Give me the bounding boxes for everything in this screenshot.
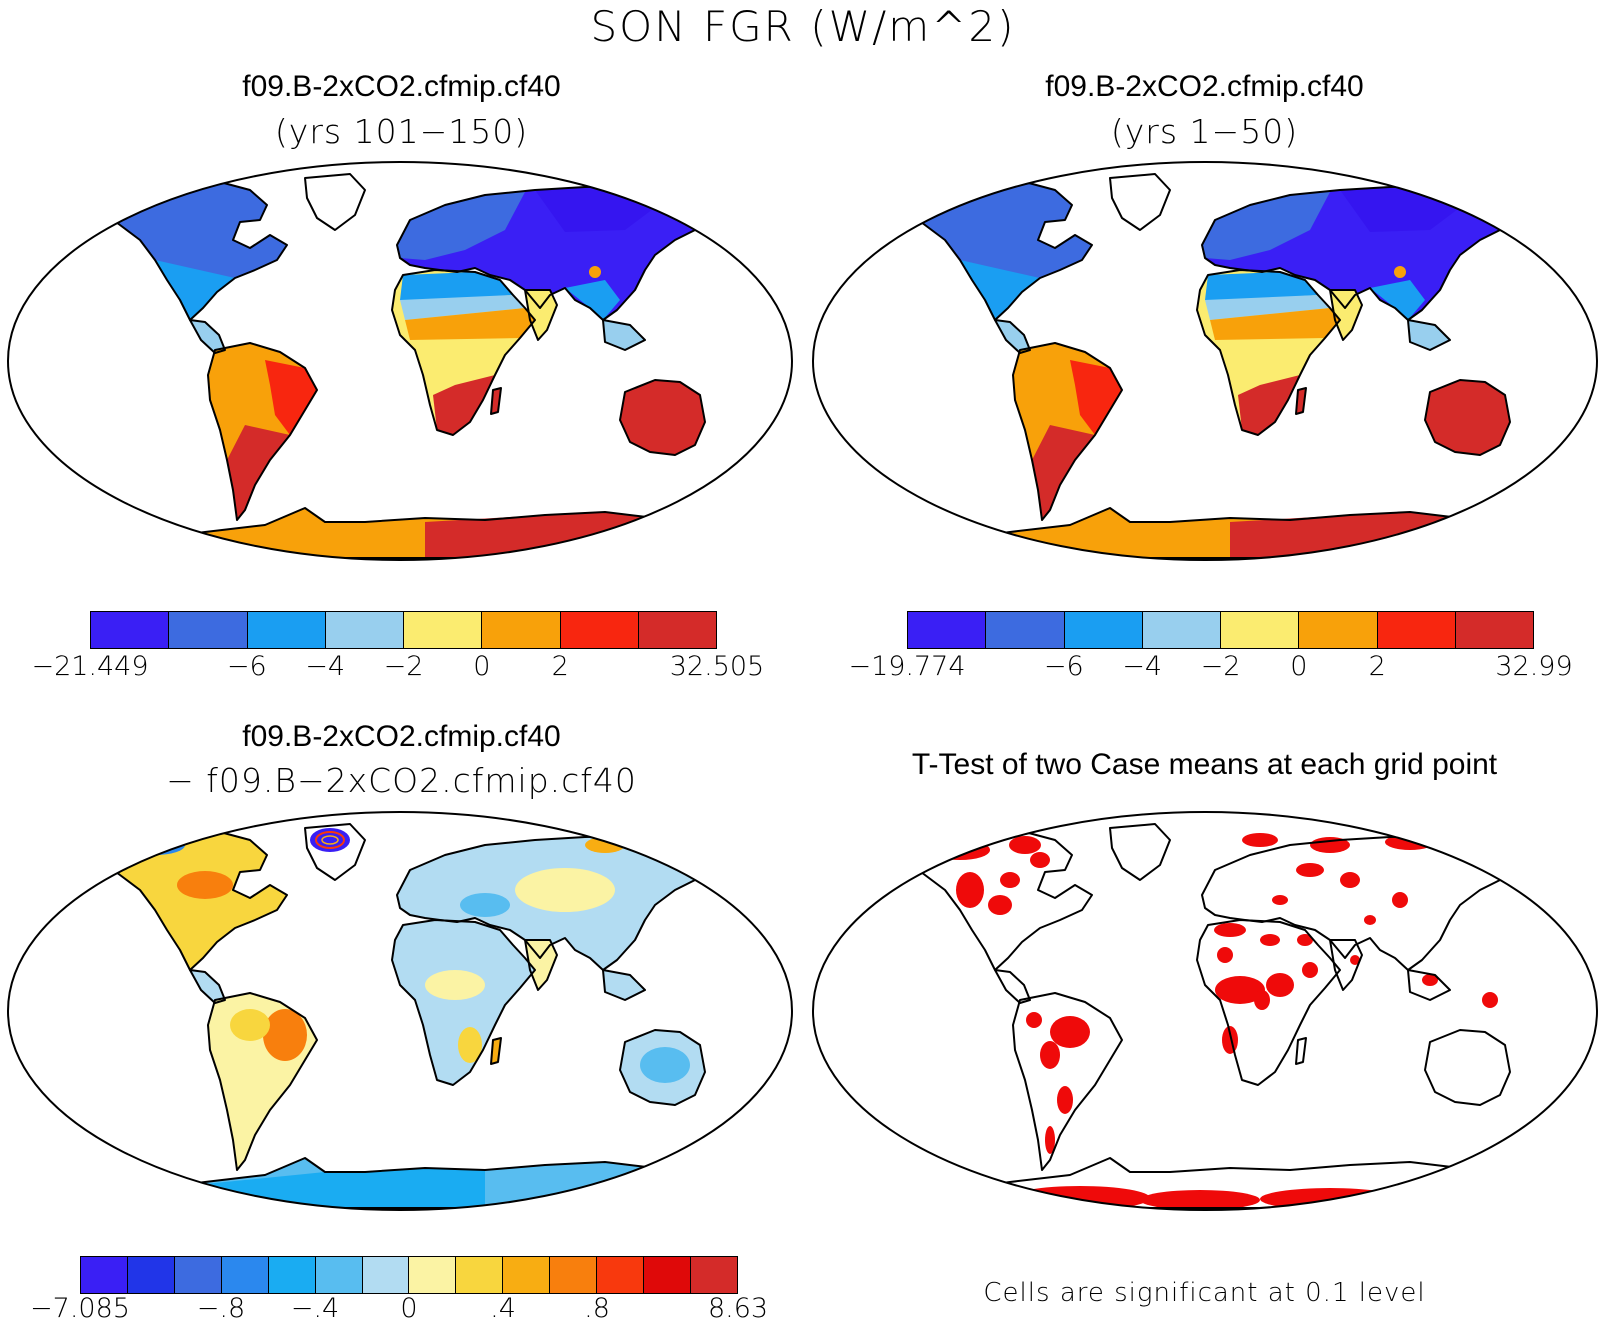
colorbar-tick-label: 0	[400, 1293, 418, 1324]
colorbar-tick-label: −7.085	[30, 1293, 130, 1324]
colorbar-tick-label: 32.99	[1495, 651, 1573, 682]
colorbar-swatch	[221, 1257, 269, 1293]
colorbar-tick-label: 0	[473, 651, 491, 682]
colorbar-swatch	[91, 612, 170, 648]
panel3-colorbar	[80, 1256, 738, 1294]
panel3-map	[7, 811, 793, 1211]
colorbar-swatch	[560, 612, 639, 648]
panel3-title: f09.B-2xCO2.cfmip.cf40	[242, 720, 561, 753]
colorbar-tick-label: −2	[383, 651, 424, 682]
colorbar-swatch	[127, 1257, 175, 1293]
colorbar-tick-label: 0	[1290, 651, 1308, 682]
colorbar-swatch	[638, 612, 716, 648]
panel3-subtitle: − f09.B−2xCO2.cfmip.cf40	[166, 761, 637, 800]
colorbar-swatch	[644, 1257, 691, 1293]
colorbar-swatch	[1221, 612, 1300, 648]
panel1-colorbar-labels: −21.449 −6 −4 −2 0 2 32.505	[31, 651, 764, 687]
panel2-colorbar-labels: −19.774 −6 −4 −2 0 2 32.99	[848, 651, 1572, 687]
panel3-colorbar-labels: −7.085 −.8 −.4 0 .4 .8 8.63	[30, 1293, 768, 1327]
figure-title: SON FGR (W/m^2)	[590, 2, 1016, 51]
colorbar-swatch	[1455, 612, 1533, 648]
panel1-subtitle: (yrs 101−150)	[274, 112, 529, 151]
colorbar-swatch	[908, 612, 987, 648]
colorbar-swatch	[482, 612, 561, 648]
significance-note: Cells are significant at 0.1 level	[983, 1278, 1426, 1308]
panel1-colorbar	[90, 611, 717, 649]
colorbar-swatch	[597, 1257, 645, 1293]
panel2-colorbar	[907, 611, 1534, 649]
colorbar-tick-label: −.4	[290, 1293, 340, 1324]
colorbar-tick-label: 2	[551, 651, 569, 682]
colorbar-swatch	[169, 612, 248, 648]
colorbar-swatch	[456, 1257, 504, 1293]
panel4-map	[812, 811, 1598, 1211]
colorbar-tick-label: −4	[1122, 651, 1163, 682]
colorbar-tick-label: −4	[305, 651, 346, 682]
colorbar-swatch	[690, 1257, 737, 1293]
panel2-subtitle: (yrs 1−50)	[1110, 112, 1299, 151]
colorbar-swatch	[409, 1257, 457, 1293]
colorbar-swatch	[503, 1257, 551, 1293]
colorbar-swatch	[986, 612, 1065, 648]
colorbar-swatch	[550, 1257, 598, 1293]
colorbar-swatch	[315, 1257, 363, 1293]
colorbar-tick-label: 2	[1368, 651, 1386, 682]
colorbar-tick-label: −2	[1200, 651, 1241, 682]
colorbar-tick-label: −.8	[196, 1293, 246, 1324]
colorbar-swatch	[325, 612, 404, 648]
colorbar-swatch	[247, 612, 326, 648]
colorbar-swatch	[81, 1257, 128, 1293]
colorbar-tick-label: −19.774	[848, 651, 966, 682]
panel2-map	[812, 161, 1598, 561]
colorbar-swatch	[1142, 612, 1221, 648]
colorbar-swatch	[1377, 612, 1456, 648]
panel4-title: T-Test of two Case means at each grid po…	[911, 748, 1498, 781]
colorbar-tick-label: 32.505	[669, 651, 765, 682]
colorbar-swatch	[1299, 612, 1378, 648]
colorbar-tick-label: .8	[584, 1293, 610, 1324]
panel1-map	[7, 161, 793, 561]
colorbar-swatch	[1064, 612, 1143, 648]
colorbar-tick-label: 8.63	[707, 1293, 769, 1324]
colorbar-swatch	[268, 1257, 316, 1293]
colorbar-swatch	[404, 612, 483, 648]
colorbar-tick-label: −6	[226, 651, 267, 682]
panel2-title: f09.B-2xCO2.cfmip.cf40	[1045, 70, 1364, 103]
colorbar-tick-label: .4	[490, 1293, 516, 1324]
colorbar-swatch	[362, 1257, 410, 1293]
panel1-title: f09.B-2xCO2.cfmip.cf40	[242, 70, 561, 103]
colorbar-tick-label: −21.449	[31, 651, 149, 682]
colorbar-tick-label: −6	[1043, 651, 1084, 682]
colorbar-swatch	[174, 1257, 222, 1293]
